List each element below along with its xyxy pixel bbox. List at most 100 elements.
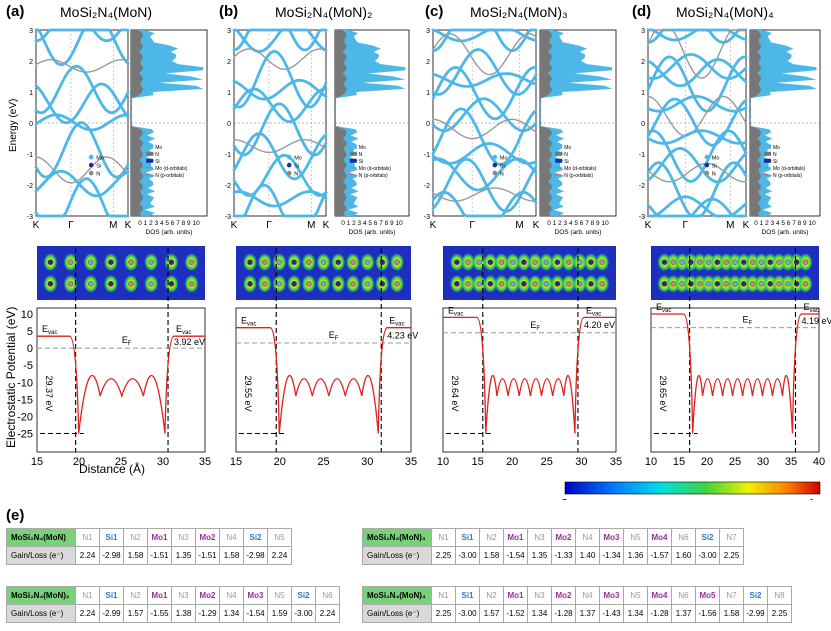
charge-value: -1.51 (195, 546, 220, 565)
panel-title-d: MoSi₂N₄(MoN)₄ (676, 4, 774, 20)
atom-marker (670, 281, 676, 287)
dos-legend-swatch (764, 144, 771, 149)
band-line (232, 190, 328, 208)
band-line (432, 33, 537, 76)
band-line (646, 129, 748, 183)
dos-legend-label: Si (773, 159, 777, 165)
atom-marker (776, 281, 782, 287)
dos-legend-label: N (p-orbitals) (155, 173, 184, 179)
atom-header: N1 (431, 586, 456, 605)
atom-header: N2 (123, 528, 148, 547)
charge-value: -1.28 (647, 604, 672, 623)
atom-marker (767, 259, 773, 265)
band-line (431, 190, 538, 218)
atom-marker (364, 281, 371, 287)
potential-xtick: 10 (437, 456, 449, 468)
band-ytick: 3 (426, 28, 430, 35)
atom-header: N7 (719, 528, 744, 547)
potential-frame (650, 307, 820, 453)
atom-marker (454, 281, 460, 287)
charge-value: 2.25 (767, 604, 792, 623)
atom-marker (705, 259, 712, 265)
potential-xtick: 40 (813, 456, 825, 468)
kpoint-label: K (743, 220, 750, 231)
atom-marker (758, 281, 765, 287)
potential-xtick: 25 (115, 456, 127, 468)
band-ytick: -3 (424, 214, 430, 221)
atom-marker (670, 259, 676, 265)
atom-header: Mo5 (695, 586, 720, 605)
potential-xtick: 25 (729, 456, 741, 468)
atom-marker (697, 259, 703, 265)
band-legend-label: Si (712, 164, 717, 170)
band-ytick: -3 (27, 214, 33, 221)
band-legend-marker (286, 170, 292, 176)
band-ytick: 2 (641, 59, 645, 66)
dos-xticks: 0 1 2 3 4 5 6 7 8 9 10 (138, 220, 200, 227)
atom-marker (697, 281, 703, 287)
dos-legend-label: Mo (359, 145, 366, 151)
band-legend-marker (286, 162, 292, 168)
dos-legend-label: Si (359, 159, 363, 165)
evac-label-right: Evac (803, 302, 818, 314)
atom-header: Mo2 (551, 528, 576, 547)
panel-label-b: (b) (219, 3, 239, 20)
potential-xtick: 20 (701, 456, 713, 468)
atom-marker (128, 259, 134, 265)
band-line (646, 28, 748, 42)
dos-xlabel: DOS (arb. units) (555, 229, 602, 236)
band-legend-marker (88, 154, 94, 160)
band-ytick: 0 (29, 121, 33, 128)
charge-value: 2.25 (431, 546, 456, 565)
atom-marker (335, 259, 341, 265)
dos-legend-swatch (555, 158, 563, 163)
band-ytick: -2 (424, 183, 430, 190)
dos-mo-fill (131, 30, 204, 216)
band-line (233, 48, 327, 71)
band-ytick: -2 (225, 183, 231, 190)
atom-header: Si2 (291, 586, 316, 605)
atom-marker (487, 281, 494, 287)
atom-marker (350, 281, 356, 287)
atom-marker (776, 259, 782, 265)
charge-value: 1.58 (479, 546, 504, 565)
atom-marker (732, 259, 738, 265)
atom-header: Si1 (455, 586, 480, 605)
band-ytick: 0 (426, 121, 430, 128)
band-line (432, 187, 537, 202)
atom-marker (67, 259, 74, 265)
band-line (431, 28, 538, 53)
band-line (431, 107, 538, 167)
atom-header: Mo4 (647, 586, 672, 605)
atom-marker (679, 281, 685, 287)
atom-marker (565, 281, 572, 287)
band-ytick: 3 (227, 28, 231, 35)
charge-value: -2.99 (99, 604, 124, 623)
atom-header: Si1 (99, 528, 124, 547)
band-ytick: -3 (225, 214, 231, 221)
atom-marker (47, 281, 54, 287)
potential-xlabel: Distance (Å) (79, 461, 145, 476)
ef-label: EF (743, 315, 753, 327)
dos-xlabel: DOS (arb. units) (762, 229, 809, 236)
charge-value: -1.56 (695, 604, 720, 623)
potential-curve (236, 327, 411, 434)
atom-header: N2 (123, 586, 148, 605)
atom-marker (108, 281, 114, 287)
atom-marker (741, 259, 747, 265)
atom-marker (465, 281, 471, 287)
band-legend-label: N (500, 172, 504, 178)
dos-legend-label: Mo (d-orbitals) (359, 166, 392, 172)
potential-curve (443, 316, 616, 434)
dos-legend-label: N (p-orbitals) (773, 173, 802, 179)
band-line (646, 161, 748, 218)
kpoint-label: M (515, 220, 523, 231)
potential-ytick: -15 (17, 394, 33, 406)
potential-curve (37, 335, 205, 434)
kpoint-label: Γ (682, 220, 688, 231)
dos-legend-label: N (p-orbitals) (359, 173, 388, 179)
potential-xtick: 20 (73, 456, 85, 468)
band-legend-label: N (96, 172, 100, 178)
